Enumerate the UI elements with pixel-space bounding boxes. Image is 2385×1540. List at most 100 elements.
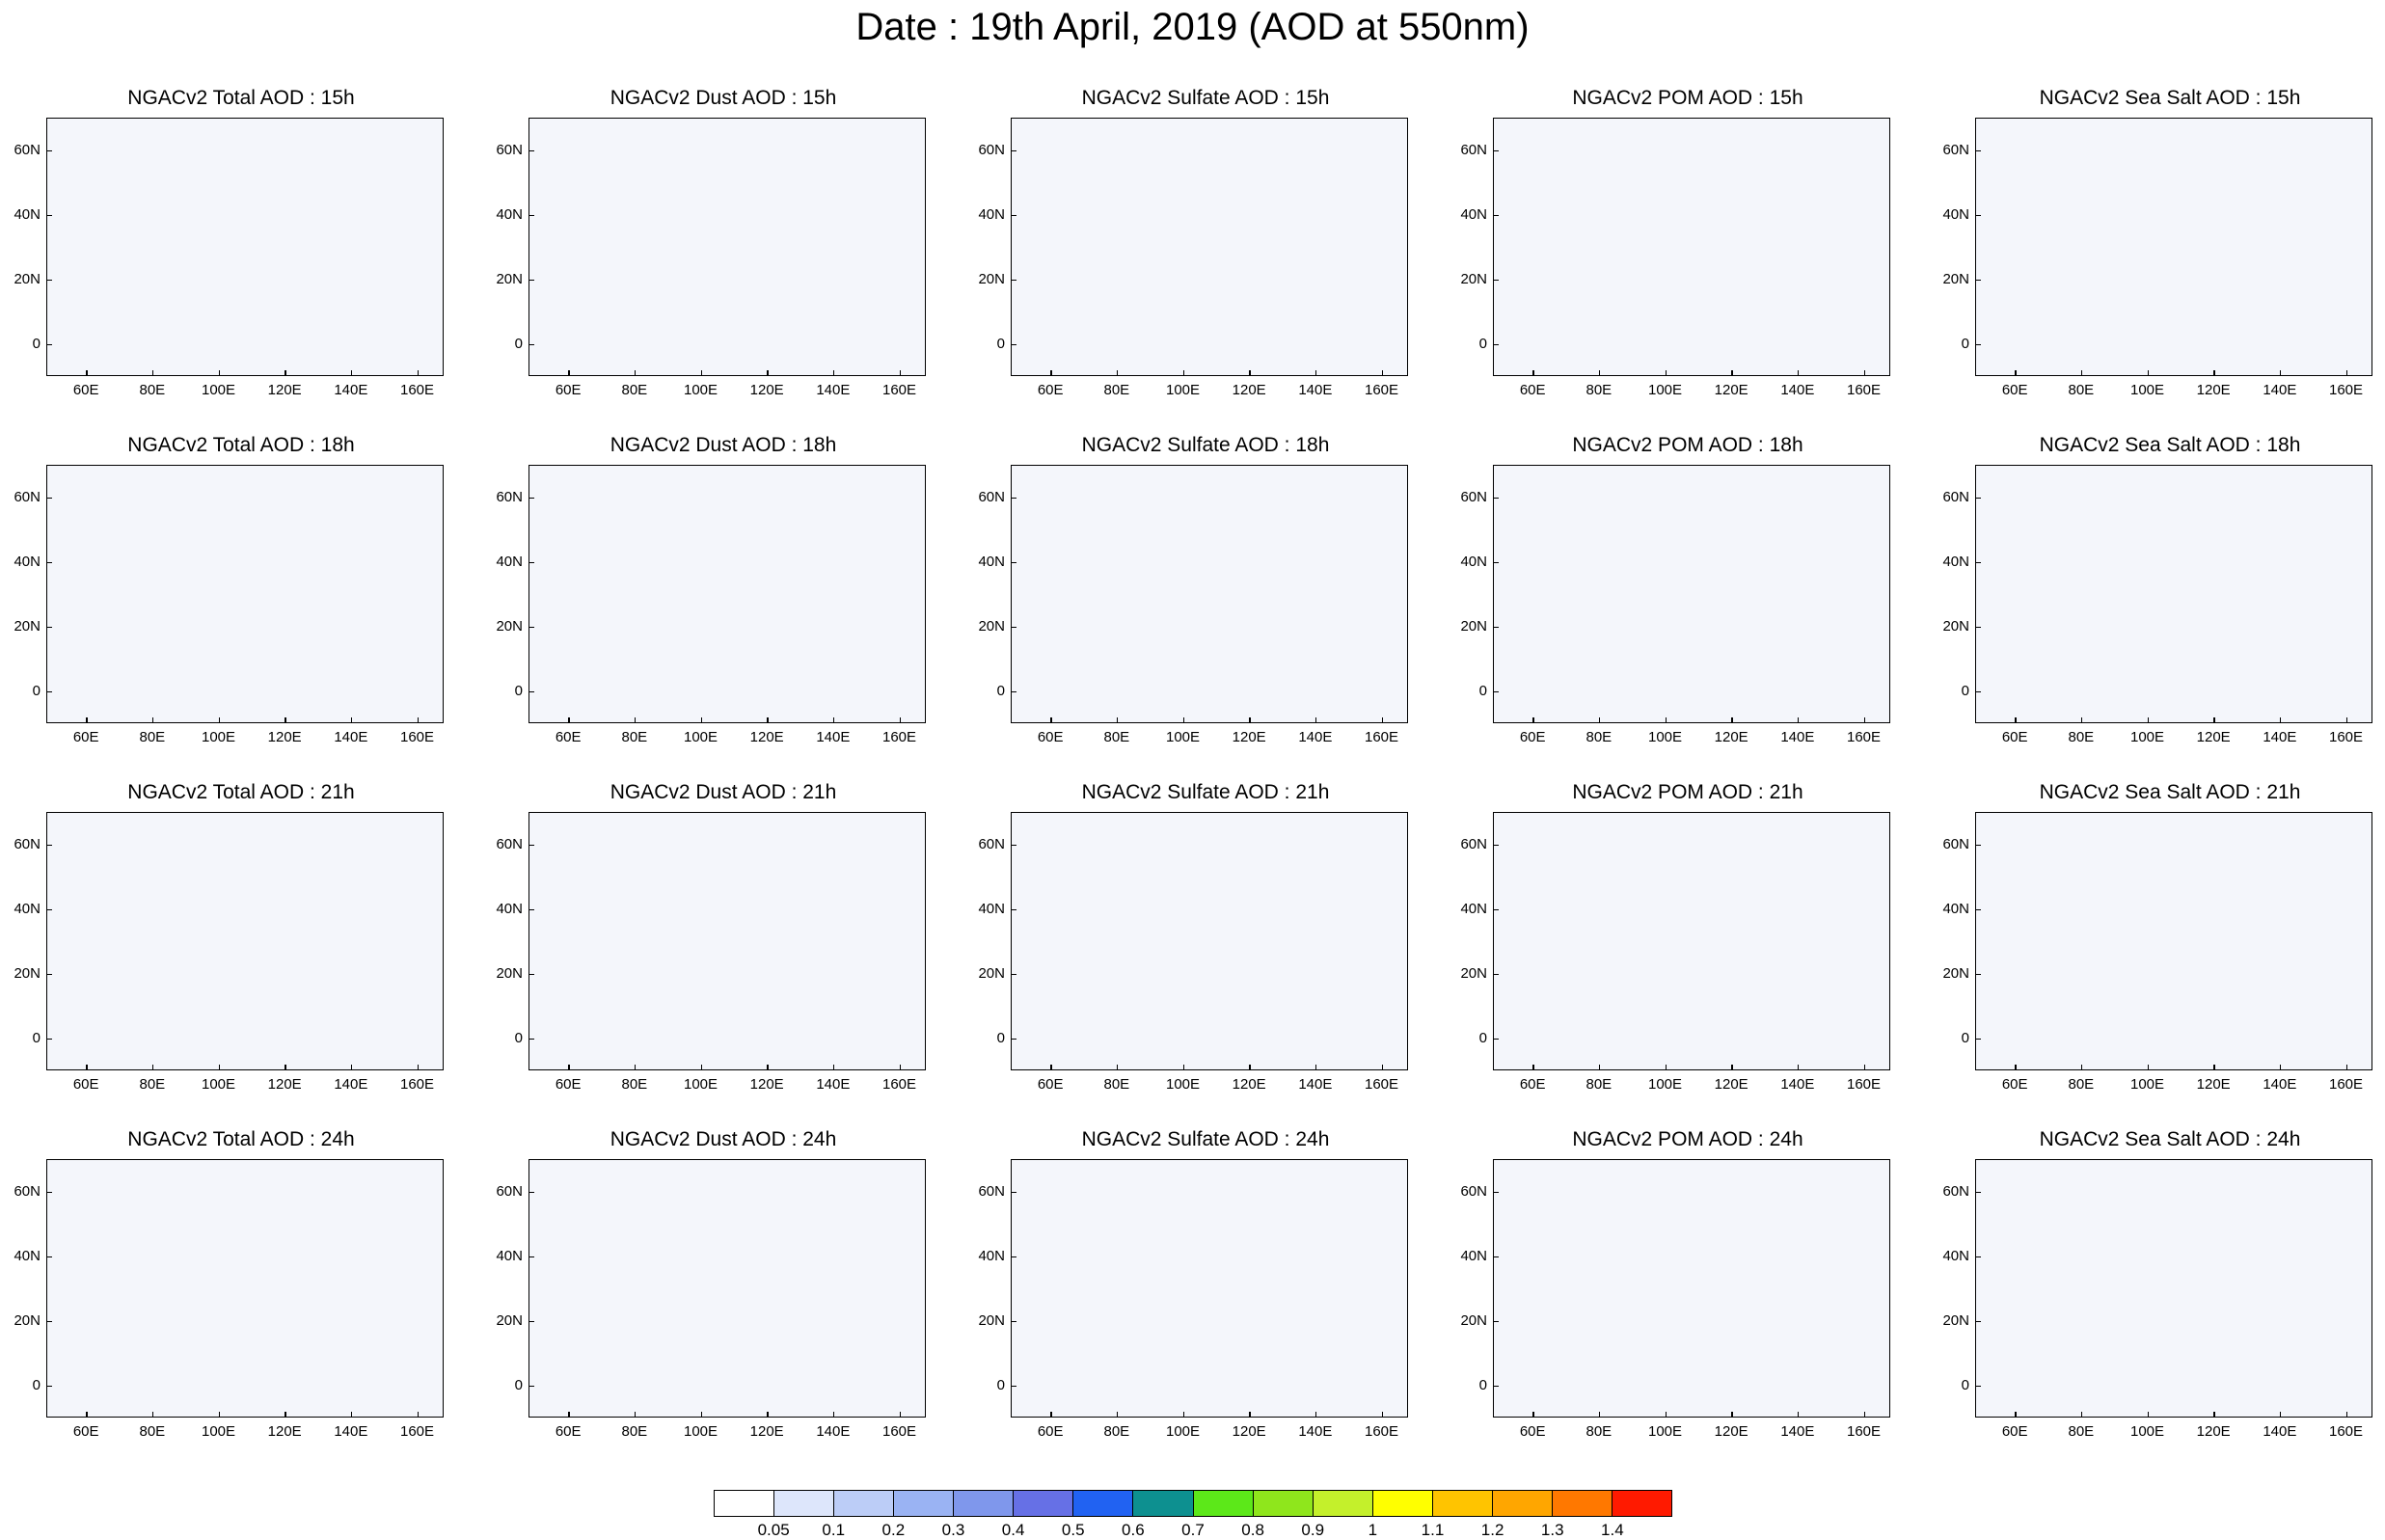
x-tick-label: 80E [621,729,648,745]
y-tick-label: 60N [1460,1182,1487,1200]
y-tick-mark [528,690,534,692]
map-frame [1493,118,1890,376]
x-tick-mark [1050,717,1052,723]
aod-field-placeholder [529,1160,925,1417]
y-tick-label: 20N [978,964,1005,982]
y-tick-mark [46,1038,52,1040]
y-tick-mark [46,844,52,846]
x-tick-label: 140E [1780,382,1815,398]
x-tick-label: 160E [2329,1076,2364,1093]
x-tick-mark [1665,1065,1667,1070]
x-tick-label: 80E [621,1076,648,1093]
x-tick-mark [1381,717,1384,723]
map-frame [1493,1159,1890,1418]
map-panel: NGACv2 Dust AOD : 15h 60N 40N 20N 0 60E 80E 100… [482,87,964,415]
colorbar-swatch [1372,1491,1433,1516]
x-tick-mark [1116,717,1119,723]
y-tick-label: 40N [14,205,41,223]
x-tick-label: 140E [1780,729,1815,745]
x-tick-mark [2015,1412,2017,1418]
x-tick-mark [2015,1065,2017,1070]
map-frame [1493,812,1890,1070]
y-tick-mark [46,1320,52,1322]
x-tick-mark [2345,1065,2348,1070]
y-tick-label: 20N [496,1311,523,1329]
panel-title: NGACv2 Total AOD : 15h [127,87,355,109]
x-tick-mark [899,370,902,376]
y-tick-label: 60N [14,835,41,852]
x-tick-mark [2080,1065,2083,1070]
x-tick-mark [2213,717,2215,723]
x-tick-label: 120E [1232,729,1266,745]
x-tick-label: 80E [2068,1423,2095,1440]
y-tick-label: 0 [32,1376,41,1393]
x-tick-label: 160E [2329,1423,2364,1440]
x-tick-label: 160E [1365,382,1399,398]
y-tick-label: 40N [978,205,1005,223]
y-tick-label: 0 [514,335,523,352]
aod-field-placeholder [1012,119,1407,375]
x-tick-label: 120E [2196,1076,2231,1093]
aod-field-placeholder [47,466,443,722]
map-panel: NGACv2 Sea Salt AOD : 21h 60N 40N 20N 0 60E 80… [1929,781,2385,1109]
x-tick-mark [767,370,769,376]
x-tick-label: 60E [2001,1076,2028,1093]
x-tick-label: 80E [139,382,166,398]
colorbar-label: 1 [1368,1521,1378,1539]
x-tick-mark [285,1412,286,1418]
x-tick-mark [1050,1065,1052,1070]
map-panel: NGACv2 Sulfate AOD : 21h 60N 40N 20N 0 60E 80E… [964,781,1447,1109]
y-tick-label: 60N [496,488,523,505]
x-tick-mark [899,1412,902,1418]
x-tick-mark [1665,717,1667,723]
x-tick-label: 160E [1847,1076,1882,1093]
x-tick-label: 60E [72,729,99,745]
x-tick-mark [832,717,835,723]
x-tick-label: 100E [1648,729,1683,745]
x-tick-label: 140E [1298,729,1333,745]
x-tick-mark [1314,717,1317,723]
y-tick-label: 40N [978,900,1005,917]
map-panel: NGACv2 Sea Salt AOD : 18h 60N 40N 20N 0 60E 80… [1929,434,2385,762]
aod-field-placeholder [1976,119,2371,375]
y-tick-mark [1975,1256,1981,1257]
y-tick-mark [46,1385,52,1387]
y-tick-label: 60N [978,141,1005,158]
x-tick-label: 80E [1585,729,1613,745]
aod-field-placeholder [1976,466,2371,722]
map-frame [528,812,926,1070]
x-tick-mark [634,1065,637,1070]
x-tick-label: 120E [1714,382,1748,398]
x-tick-label: 120E [1232,382,1266,398]
y-tick-mark [46,343,52,345]
x-tick-label: 120E [267,1423,302,1440]
y-tick-mark [46,973,52,975]
x-tick-mark [1249,717,1251,723]
y-tick-mark [1975,626,1981,628]
colorbar-label: 0.7 [1181,1521,1205,1539]
x-tick-mark [2080,370,2083,376]
aod-field-placeholder [47,119,443,375]
x-tick-mark [350,717,353,723]
y-tick-label: 40N [14,553,41,570]
panel-title: NGACv2 Sulfate AOD : 18h [1081,434,1330,456]
map-panel: NGACv2 POM AOD : 24h 60N 40N 20N 0 60E 80E 100E… [1447,1128,1929,1456]
x-tick-mark [899,1065,902,1070]
y-tick-label: 60N [978,835,1005,852]
x-tick-mark [1249,370,1251,376]
x-tick-label: 100E [684,382,718,398]
x-tick-mark [1116,1412,1119,1418]
colorbar-swatch [894,1491,955,1516]
panel-title: NGACv2 Sea Salt AOD : 15h [2039,87,2301,109]
y-tick-label: 20N [1942,964,1969,982]
y-tick-mark [1975,973,1981,975]
x-tick-mark [1731,1412,1733,1418]
aod-field-placeholder [1494,466,1889,722]
x-tick-label: 60E [555,729,582,745]
y-tick-mark [528,279,534,281]
y-tick-mark [46,279,52,281]
x-tick-label: 160E [882,729,917,745]
x-tick-mark [2345,717,2348,723]
x-tick-label: 60E [555,1423,582,1440]
